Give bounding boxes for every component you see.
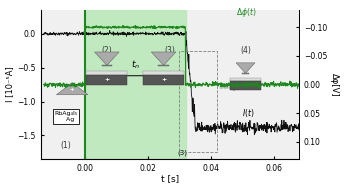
Text: (3): (3) bbox=[164, 46, 175, 55]
Text: (3): (3) bbox=[178, 149, 187, 156]
Text: +: + bbox=[70, 88, 75, 92]
Text: +: + bbox=[104, 77, 109, 82]
X-axis label: t [s]: t [s] bbox=[161, 174, 179, 184]
Text: (4): (4) bbox=[244, 77, 254, 84]
Polygon shape bbox=[56, 83, 88, 95]
Text: (2): (2) bbox=[101, 46, 112, 55]
Text: RbAg₄I₅
    Ag: RbAg₄I₅ Ag bbox=[54, 111, 77, 122]
Bar bbox=[86, 75, 127, 84]
Bar bbox=[143, 71, 184, 75]
Bar bbox=[230, 81, 261, 90]
Text: +: + bbox=[243, 83, 248, 88]
Bar bbox=[159, 65, 169, 66]
Polygon shape bbox=[236, 63, 255, 73]
Bar bbox=[230, 78, 261, 81]
Text: +: + bbox=[161, 77, 166, 82]
Bar bbox=[85, 10, 186, 159]
Text: (4): (4) bbox=[240, 46, 251, 55]
Text: $I(t)$: $I(t)$ bbox=[243, 108, 255, 119]
Bar bbox=[86, 71, 127, 75]
Bar bbox=[102, 65, 112, 66]
Y-axis label: I [10⁻⁵A]: I [10⁻⁵A] bbox=[6, 67, 14, 102]
Text: $t_n$: $t_n$ bbox=[131, 59, 140, 71]
Bar bbox=[241, 73, 249, 74]
Y-axis label: Δφ[V]: Δφ[V] bbox=[330, 73, 338, 96]
Text: (1): (1) bbox=[61, 141, 71, 150]
Bar bbox=[143, 75, 184, 84]
Polygon shape bbox=[151, 52, 176, 65]
Text: $\Delta\phi(t)$: $\Delta\phi(t)$ bbox=[236, 6, 257, 19]
Polygon shape bbox=[95, 52, 119, 65]
